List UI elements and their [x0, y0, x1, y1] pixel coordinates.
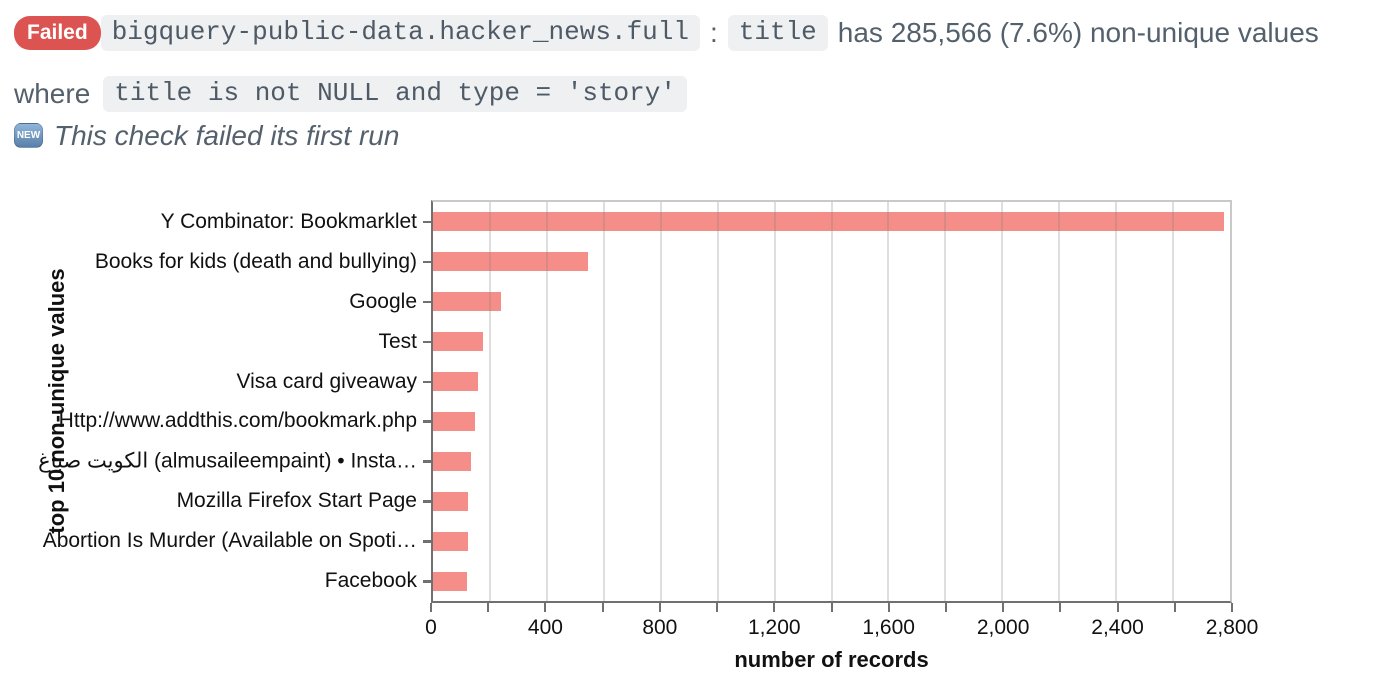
category-label: Test — [378, 329, 417, 353]
category-label: Visa card giveaway — [236, 369, 417, 393]
bar — [433, 491, 469, 511]
y-tick — [423, 500, 431, 503]
y-tick — [423, 540, 431, 543]
category-label: Facebook — [324, 569, 417, 593]
x-tick — [430, 603, 432, 612]
x-tick — [601, 603, 604, 612]
y-axis-title: top 10 non-unique values — [44, 268, 69, 534]
message-line-1: Failed bigquery-public-data.hacker_news.… — [14, 15, 1394, 51]
plot-area: Y Combinator: Bookmarklet Books for kids … — [38, 200, 1232, 603]
message-line-3: NEW This check failed its first run — [14, 120, 1394, 152]
x-tick — [944, 603, 947, 612]
x-tick — [716, 603, 719, 612]
y-tick — [423, 420, 431, 423]
category-label: Abortion Is Murder (Available on Spoti… — [42, 529, 417, 553]
y-tick — [423, 260, 431, 264]
x-tick-label: 2,000 — [976, 616, 1030, 639]
bar — [433, 451, 472, 471]
x-axis: 0 400 800 1,200 1,600 2,000 2,400 2,800 — [425, 603, 1258, 647]
chart-row: Test — [378, 322, 1230, 362]
chart-row: Visa card giveaway — [236, 362, 1230, 402]
bar — [433, 332, 483, 352]
chart-row: Y Combinator: Bookmarklet — [161, 202, 1230, 242]
status-badge: Failed — [14, 15, 101, 50]
table-code: bigquery-public-data.hacker_news.full — [100, 15, 700, 51]
chart-row: صباغ‎ الكويت‎ (almusaileempaint) • Insta… — [38, 441, 1230, 481]
y-tick — [423, 300, 431, 304]
summary-text: has 285,566 (7.6%) non-unique values — [837, 16, 1319, 48]
x-tick — [1231, 603, 1233, 612]
x-tick-label: 1,600 — [862, 616, 915, 639]
column-code: title — [727, 15, 828, 51]
bar — [433, 292, 502, 312]
x-tick — [658, 603, 661, 612]
message-line-2: where title is not NULL and type = 'stor… — [14, 75, 1394, 112]
x-tick — [773, 603, 776, 612]
x-axis-title: number of records — [734, 647, 929, 672]
bar — [433, 531, 468, 551]
category-label: Http://www.addthis.com/bookmark.php — [58, 409, 417, 433]
bar — [433, 571, 468, 591]
category-label: Books for kids (death and bullying) — [94, 249, 417, 273]
bar — [433, 252, 589, 272]
chart-row: Http://www.addthis.com/bookmark.php — [59, 402, 1230, 442]
x-tick — [544, 603, 547, 612]
where-clause-code: title is not NULL and type = 'story' — [103, 75, 687, 112]
chart-row: Facebook — [325, 561, 1230, 601]
y-tick — [423, 220, 431, 224]
x-tick-label: 1,200 — [748, 616, 801, 639]
where-label: where — [14, 77, 91, 109]
chart-row: Abortion Is Murder (Available on Spoti… — [43, 521, 1230, 561]
chart-row: Google — [349, 282, 1230, 322]
x-tick-label: 400 — [527, 616, 563, 639]
x-tick-label: 2,800 — [1205, 616, 1259, 639]
x-tick-label: 2,400 — [1091, 616, 1144, 639]
x-tick-label: 800 — [642, 616, 678, 639]
chart-row: Mozilla Firefox Start Page — [177, 481, 1230, 521]
y-tick — [423, 380, 431, 384]
first-run-note: This check failed its first run — [54, 119, 400, 151]
x-tick — [830, 603, 833, 612]
x-tick — [1059, 603, 1062, 612]
category-label: Y Combinator: Bookmarklet — [160, 209, 417, 233]
category-label: Google — [349, 289, 417, 313]
x-tick — [1173, 603, 1176, 612]
x-tick — [487, 603, 490, 612]
x-tick — [1116, 603, 1119, 612]
separator: : — [709, 16, 718, 48]
category-label: Mozilla Firefox Start Page — [176, 489, 417, 513]
check-message: Failed bigquery-public-data.hacker_news.… — [14, 0, 1394, 152]
y-tick — [423, 580, 431, 583]
y-tick — [423, 460, 431, 463]
bar — [433, 411, 475, 431]
bar-chart: top 10 non-unique values Y Combinator: B… — [0, 200, 1400, 675]
new-icon: NEW — [14, 123, 43, 149]
bar — [433, 372, 478, 392]
x-tick-label: 0 — [425, 616, 437, 639]
bar — [433, 212, 1225, 232]
category-label: صباغ‎ الكويت‎ (almusaileempaint) • Insta… — [38, 449, 417, 473]
x-tick — [887, 603, 890, 612]
y-tick — [423, 340, 431, 344]
chart-row: Books for kids (death and bullying) — [95, 242, 1230, 282]
x-tick — [1002, 603, 1005, 612]
